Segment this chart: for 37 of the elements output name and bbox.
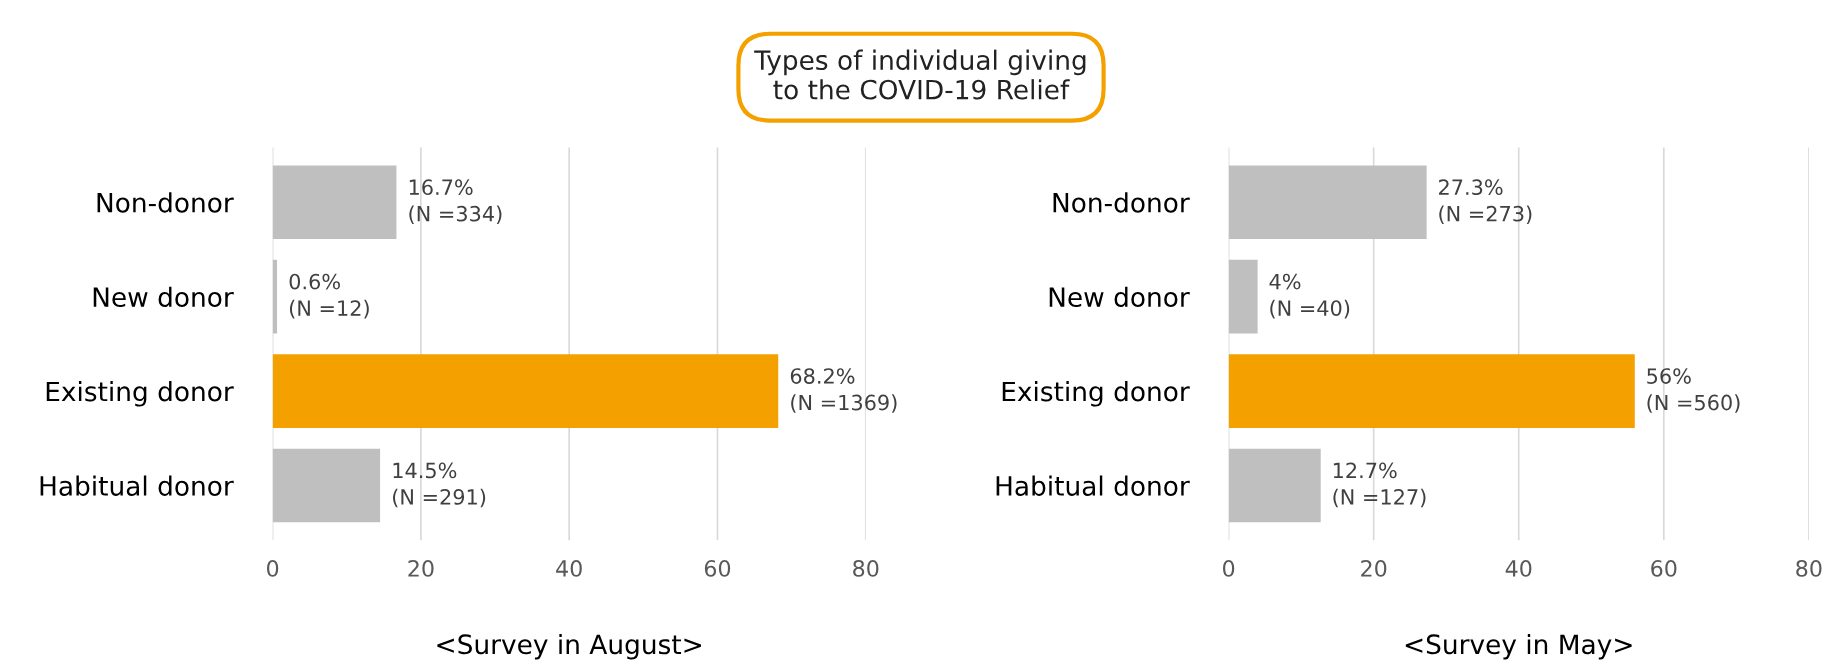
y-tick-label: Habitual donor [996, 475, 1190, 496]
y-tick-label: Non-donor [1053, 192, 1190, 213]
data-label: 0.6% (N =12) [289, 273, 369, 319]
y-tick-label: New donor [93, 286, 234, 308]
x-tick-label: 40 [1505, 559, 1532, 577]
bar [1228, 165, 1427, 240]
data-label: 27.3% (N =273) [1439, 179, 1532, 225]
bar [1228, 354, 1635, 428]
text: Types of individual giving to the COVID-19 Relief [754, 49, 1086, 100]
data-label: 56% (N =560) [1647, 368, 1740, 413]
x-axis-title: <Survey in August> [437, 633, 701, 660]
data-label: 68.2% (N =1369) [790, 368, 897, 413]
bar [272, 165, 397, 240]
bar [272, 259, 278, 334]
data-label: 12.7% (N =127) [1333, 462, 1426, 508]
x-tick-label: 20 [408, 559, 434, 577]
x-tick-label: 80 [853, 559, 879, 577]
bar [1228, 448, 1321, 523]
y-tick-label: Existing donor [1002, 381, 1190, 407]
x-tick-label: 0 [267, 559, 279, 577]
y-tick-label: New donor [1049, 286, 1190, 308]
x-tick-label: 80 [1796, 559, 1822, 577]
bar [272, 354, 779, 428]
x-tick-label: 60 [1651, 559, 1677, 577]
y-tick-label: Habitual donor [40, 475, 234, 496]
x-tick-label: 20 [1361, 559, 1387, 577]
x-tick-label: 40 [556, 559, 582, 577]
bar [272, 448, 381, 523]
data-label: 14.5% (N =291) [393, 462, 486, 508]
y-tick-label: Non-donor [97, 192, 234, 213]
x-tick-label: 60 [704, 559, 731, 577]
data-label: 4% (N =40) [1269, 273, 1350, 319]
bar [1228, 259, 1258, 334]
data-label: 16.7% (N =334) [409, 179, 502, 225]
x-axis-title: <Survey in May> [1405, 633, 1632, 660]
y-tick-label: Existing donor [46, 381, 234, 407]
x-tick-label: 0 [1223, 559, 1235, 577]
